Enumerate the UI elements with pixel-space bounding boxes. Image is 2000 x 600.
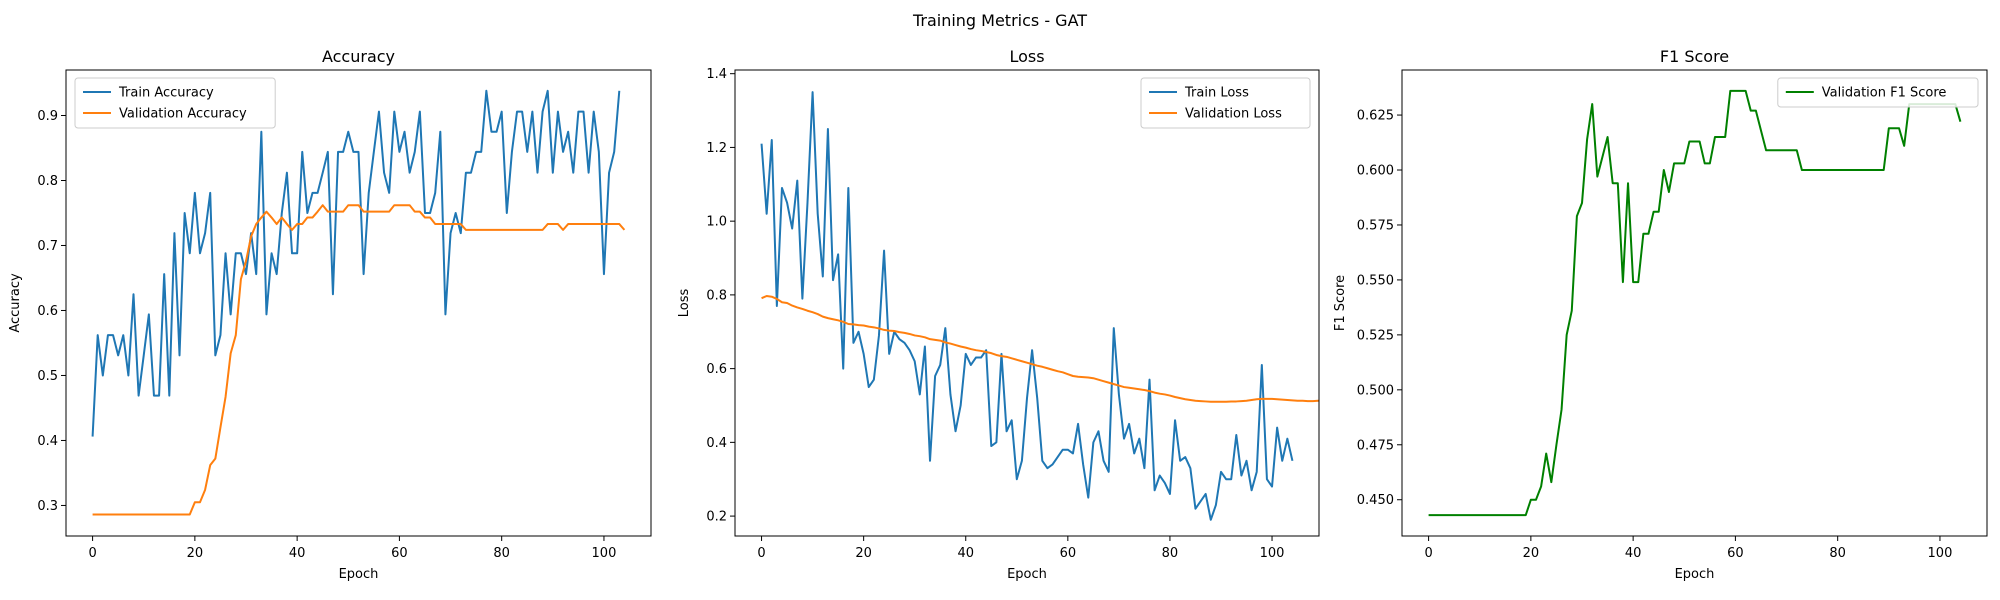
plot-area-f1-score	[1428, 89, 1962, 517]
legend-label-train-accuracy: Train Accuracy	[118, 86, 214, 101]
legend-label-train-loss: Train Loss	[1184, 86, 1249, 101]
chart-loss: Loss 0 20 40 60 80 100 0.2 0.4 0.6 0.8 1.0 1.2 1.4 Epo…	[677, 47, 1320, 582]
y-tick-label: 1.0	[706, 215, 727, 230]
x-axis-label-loss: Epoch	[1007, 567, 1047, 582]
chart-panels: Accuracy 0 20 40 60 80 100 0.3 0.4 0.5 0.6 0.7 0.8 0.…	[8, 47, 1988, 582]
chart-f1-score: F1 Score 0 20 40 60 80 100 0.450 0.475 0.500 0.525…	[1333, 47, 1988, 582]
chart-title-loss: Loss	[1009, 47, 1044, 66]
y-tick-label: 0.2	[706, 510, 727, 525]
y-tick-label: 0.4	[37, 434, 58, 449]
figure-title: Training Metrics - GAT	[912, 11, 1087, 30]
y-axis-label-accuracy: Accuracy	[8, 273, 23, 333]
x-tick-label: 20	[855, 546, 872, 561]
y-tick-label: 0.525	[1357, 328, 1394, 343]
series-line-train-loss	[760, 91, 1294, 521]
x-tick-label: 80	[1162, 546, 1179, 561]
axes-frame-f1-score	[1401, 69, 1988, 537]
legend-box	[1140, 77, 1311, 129]
legend-box	[74, 77, 276, 129]
series-line-train-accuracy	[91, 89, 621, 437]
x-tick-label: 20	[187, 546, 204, 561]
legend-box	[1777, 77, 1979, 108]
y-tick-label: 0.8	[706, 288, 727, 303]
x-axis-label-f1-score: Epoch	[1675, 567, 1715, 582]
axes-frame-loss	[734, 69, 1320, 537]
x-tick-label: 60	[1060, 546, 1077, 561]
series-line-validation-loss	[761, 295, 1319, 403]
y-tick-label: 0.6	[706, 362, 727, 377]
legend-label-validation-loss: Validation Loss	[1185, 107, 1282, 122]
plot-area-accuracy	[91, 89, 626, 516]
y-tick-label: 0.625	[1357, 109, 1394, 124]
x-tick-label: 0	[1424, 546, 1432, 561]
axes-frame-accuracy	[65, 69, 652, 537]
x-tick-label: 100	[592, 546, 617, 561]
y-tick-label: 0.7	[37, 239, 58, 254]
y-tick-label: 0.600	[1357, 164, 1394, 179]
x-tick-label: 80	[493, 546, 510, 561]
y-tick-label: 0.6	[37, 304, 58, 319]
legend-label-validation-f1-score: Validation F1 Score	[1822, 86, 1947, 101]
chart-accuracy: Accuracy 0 20 40 60 80 100 0.3 0.4 0.5 0.6 0.7 0.8 0.…	[8, 47, 652, 582]
x-tick-label: 60	[391, 546, 408, 561]
y-tick-label: 0.9	[37, 109, 58, 124]
series-line-validation-accuracy	[92, 204, 626, 516]
y-tick-label: 0.8	[37, 174, 58, 189]
y-tick-label: 0.575	[1357, 218, 1394, 233]
legend-label-validation-accuracy: Validation Accuracy	[119, 107, 247, 122]
legend-loss: Train Loss Validation Loss	[1140, 77, 1311, 129]
y-tick-label: 0.450	[1357, 493, 1394, 508]
y-axis-label-loss: Loss	[677, 289, 692, 318]
x-tick-label: 0	[757, 546, 765, 561]
x-tick-label: 40	[957, 546, 974, 561]
chart-title-accuracy: Accuracy	[322, 47, 395, 66]
y-tick-label: 0.3	[37, 499, 58, 514]
x-tick-label: 100	[1260, 546, 1285, 561]
y-tick-label: 0.5	[37, 369, 58, 384]
y-axis-label-f1-score: F1 Score	[1333, 275, 1348, 331]
x-tick-label: 80	[1829, 546, 1846, 561]
legend-accuracy: Train Accuracy Validation Accuracy	[74, 77, 276, 129]
x-tick-label: 60	[1727, 546, 1744, 561]
chart-title-f1-score: F1 Score	[1660, 47, 1729, 66]
y-tick-label: 0.500	[1357, 383, 1394, 398]
x-tick-label: 40	[1625, 546, 1642, 561]
legend-f1-score: Validation F1 Score	[1777, 77, 1979, 108]
x-tick-label: 100	[1928, 546, 1953, 561]
x-tick-label: 40	[289, 546, 306, 561]
y-tick-label: 0.550	[1357, 273, 1394, 288]
series-line-validation-f1-score	[1428, 89, 1962, 517]
y-tick-label: 1.4	[706, 67, 727, 82]
x-tick-label: 0	[88, 546, 96, 561]
x-tick-label: 20	[1523, 546, 1540, 561]
x-axis-label-accuracy: Epoch	[339, 567, 379, 582]
plot-area-loss	[760, 91, 1319, 521]
y-tick-label: 1.2	[706, 141, 727, 156]
y-tick-label: 0.4	[706, 436, 727, 451]
y-tick-label: 0.475	[1357, 438, 1394, 453]
